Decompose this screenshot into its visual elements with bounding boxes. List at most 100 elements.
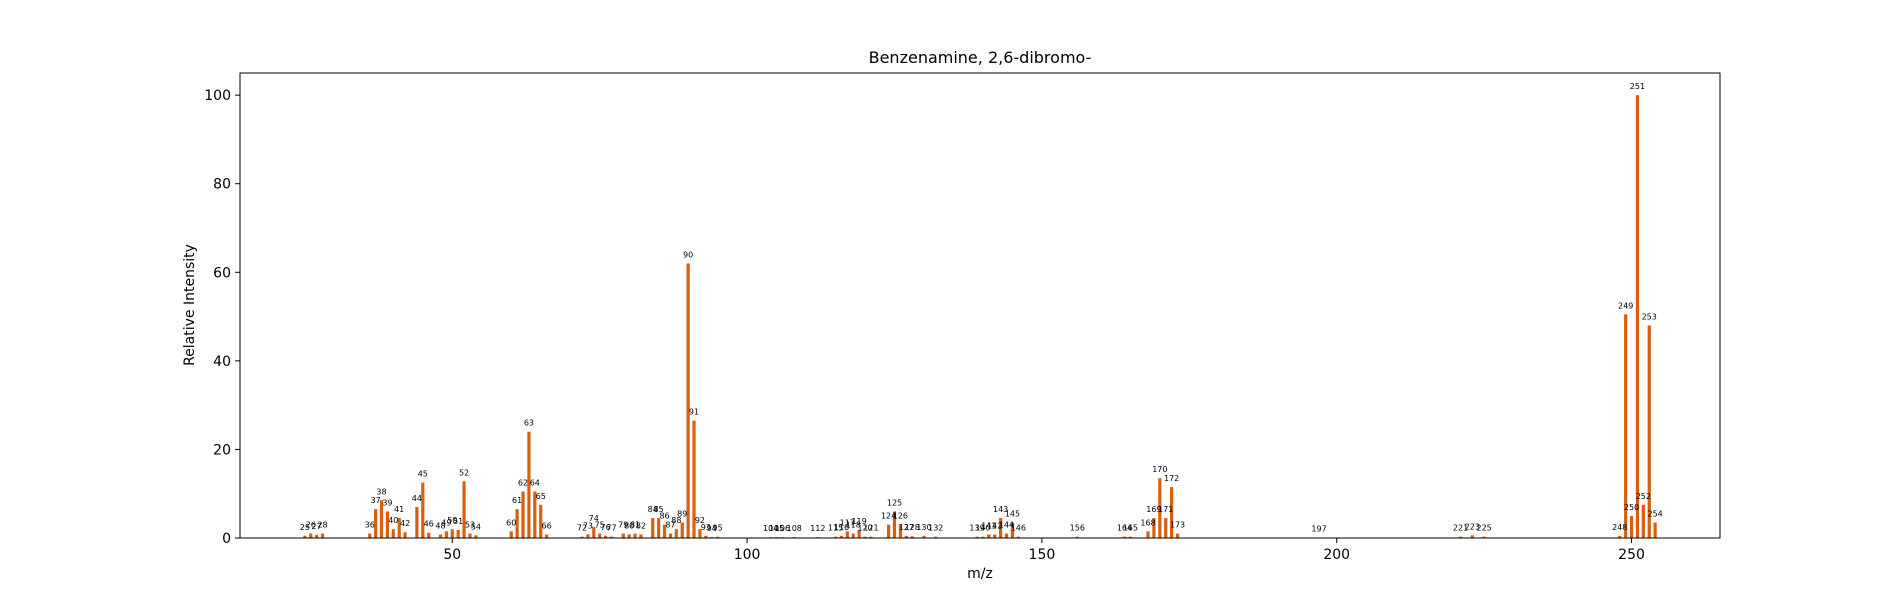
y-tick-label-60: 60 <box>213 265 231 281</box>
peak-bar-85 <box>657 518 661 538</box>
peak-label-80: 80 <box>624 521 634 530</box>
peak-label-252: 252 <box>1636 492 1651 501</box>
peak-bar-252 <box>1641 504 1645 538</box>
peak-label-41: 41 <box>394 505 404 514</box>
peak-label-44: 44 <box>412 494 422 503</box>
peak-label-125: 125 <box>887 498 902 507</box>
peak-label-105: 105 <box>769 524 784 533</box>
peak-bar-76 <box>603 535 608 538</box>
peak-label-81: 81 <box>630 521 640 530</box>
peak-label-130: 130 <box>916 523 931 532</box>
peak-label-121: 121 <box>863 524 878 533</box>
peak-label-38: 38 <box>376 487 386 496</box>
x-tick-label-250: 250 <box>1618 547 1645 563</box>
peak-bar-41 <box>397 518 401 538</box>
peak-bar-91 <box>692 420 696 538</box>
x-tick-label-150: 150 <box>1029 547 1056 563</box>
peak-label-124: 124 <box>881 512 896 521</box>
peak-bar-248 <box>1618 535 1622 538</box>
x-tick-label-50: 50 <box>443 547 461 563</box>
peak-label-116: 116 <box>834 523 849 532</box>
y-axis-label: Relative Intensity <box>182 244 198 366</box>
peak-label-223: 223 <box>1465 522 1480 531</box>
peak-label-64: 64 <box>530 479 540 488</box>
peak-label-66: 66 <box>542 521 552 530</box>
peak-label-48: 48 <box>435 521 445 530</box>
peak-bar-51 <box>456 530 460 538</box>
chart-title: Benzenamine, 2,6-dibromo- <box>869 48 1092 67</box>
peak-label-86: 86 <box>659 512 669 521</box>
peak-label-60: 60 <box>506 518 516 527</box>
peak-bar-66 <box>545 534 549 538</box>
x-tick-label-200: 200 <box>1323 547 1350 563</box>
peak-label-61: 61 <box>512 496 522 505</box>
y-tick-label-20: 20 <box>213 442 231 458</box>
bars-group <box>303 95 1657 539</box>
peak-bar-145 <box>1010 522 1015 538</box>
peak-label-40: 40 <box>388 516 398 525</box>
peak-bar-90 <box>686 263 690 538</box>
peak-bar-165 <box>1128 536 1132 538</box>
peak-label-119: 119 <box>851 517 866 526</box>
peak-label-169: 169 <box>1146 505 1161 514</box>
peak-bar-64 <box>533 491 537 538</box>
peak-bar-38 <box>379 500 384 538</box>
y-tick-label-0: 0 <box>222 531 231 547</box>
peak-label-36: 36 <box>365 521 375 530</box>
peak-label-82: 82 <box>636 521 646 530</box>
peak-label-46: 46 <box>424 520 434 529</box>
peak-label-115: 115 <box>828 524 843 533</box>
peak-bar-61 <box>515 509 519 538</box>
peak-label-145: 145 <box>1005 510 1020 519</box>
peak-bar-72 <box>580 536 584 538</box>
peak-label-89: 89 <box>677 510 687 519</box>
peak-bar-125 <box>892 511 897 538</box>
peak-label-170: 170 <box>1152 465 1167 474</box>
peak-label-250: 250 <box>1624 503 1639 512</box>
peak-bar-88 <box>674 529 678 538</box>
y-tick-label-40: 40 <box>213 354 231 370</box>
peak-label-172: 172 <box>1164 474 1179 483</box>
peak-label-142: 142 <box>987 521 1002 530</box>
peak-label-39: 39 <box>382 498 392 507</box>
peak-label-54: 54 <box>471 522 481 531</box>
peak-bar-128 <box>910 536 914 538</box>
y-axis: 0 20 40 60 80 100 <box>204 88 240 547</box>
x-axis-label: m/z <box>967 566 993 582</box>
y-tick-label-80: 80 <box>213 177 231 193</box>
peak-bar-86 <box>662 524 667 538</box>
peak-label-248: 248 <box>1612 523 1627 532</box>
peak-label-164: 164 <box>1117 524 1132 533</box>
peak-bar-156 <box>1075 536 1079 538</box>
peak-bar-63 <box>527 431 531 538</box>
peak-bar-250 <box>1629 515 1634 538</box>
peak-label-91: 91 <box>689 408 699 417</box>
peak-bar-249 <box>1624 314 1628 538</box>
peak-bar-53 <box>468 533 472 538</box>
peak-bar-173 <box>1175 533 1180 538</box>
peak-bar-118 <box>851 533 855 538</box>
peak-bar-146 <box>1016 536 1020 538</box>
peak-label-126: 126 <box>893 512 908 521</box>
peak-bar-73 <box>586 534 590 538</box>
peak-label-173: 173 <box>1170 521 1185 530</box>
peak-bar-93 <box>704 535 708 538</box>
peak-bar-27 <box>315 534 319 538</box>
peak-label-87: 87 <box>665 521 675 530</box>
peak-bar-223 <box>1470 535 1474 538</box>
peak-label-85: 85 <box>654 505 664 514</box>
peak-label-62: 62 <box>518 479 528 488</box>
peak-label-51: 51 <box>453 517 463 526</box>
peak-bar-87 <box>668 533 673 538</box>
peak-label-65: 65 <box>536 492 546 501</box>
peak-bar-253 <box>1647 325 1651 538</box>
peak-label-28: 28 <box>317 521 327 530</box>
peak-label-117: 117 <box>840 518 855 527</box>
peak-label-156: 156 <box>1070 524 1085 533</box>
peak-bar-170 <box>1158 478 1162 538</box>
peak-label-77: 77 <box>606 524 616 533</box>
peak-label-75: 75 <box>595 521 605 530</box>
peak-bar-142 <box>993 534 997 538</box>
peak-bar-144 <box>1004 533 1009 538</box>
peak-bar-80 <box>627 534 631 538</box>
